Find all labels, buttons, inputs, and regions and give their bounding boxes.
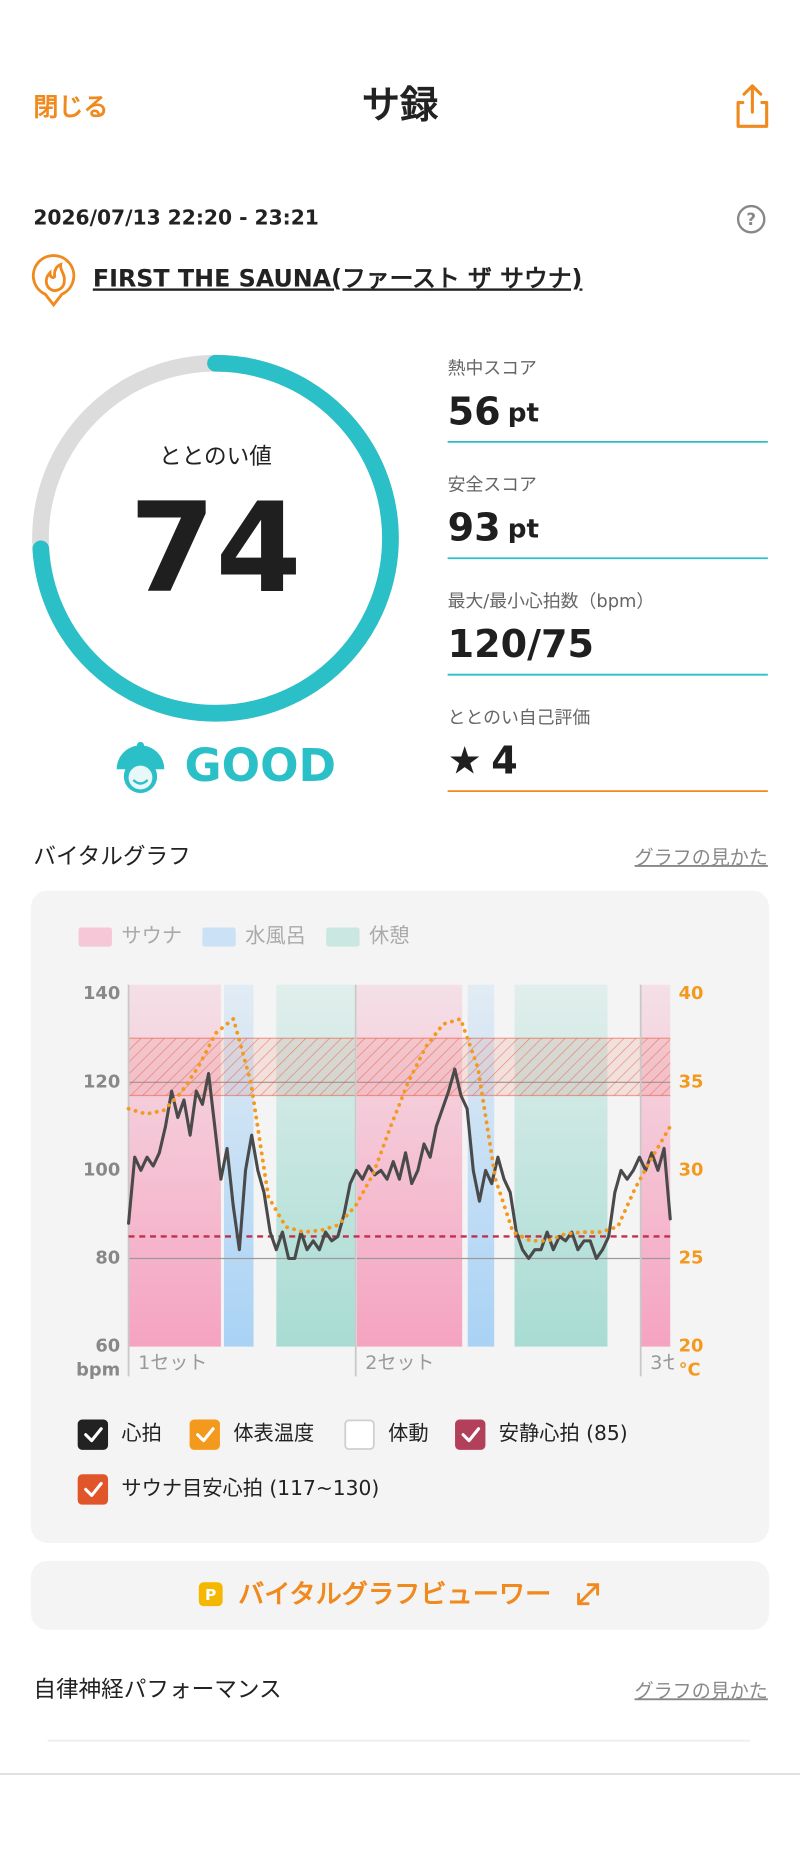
metric-unit: pt (508, 398, 539, 428)
share-button[interactable] (736, 84, 769, 128)
set-label: 1セット (138, 1352, 207, 1374)
premium-badge: P (205, 1586, 216, 1604)
metric-label: ととのい自己評価 (448, 708, 591, 729)
rating-icon (116, 741, 165, 794)
metric-icon: ★ (448, 738, 482, 782)
metric-value-number: 56 (448, 389, 501, 433)
metric-label: 最大/最小心拍数（bpm） (448, 591, 655, 612)
help-button[interactable]: ? (736, 204, 766, 234)
set-label: 2セット (365, 1352, 434, 1374)
viewer-label: バイタルグラフビューワー (238, 1580, 551, 1610)
legend-checkbox[interactable] (344, 1419, 375, 1450)
checkmark (84, 1427, 103, 1443)
y-unit: bpm (76, 1359, 120, 1380)
y-tick-label: 60 (95, 1336, 120, 1357)
metric-value-number: 120/75 (448, 622, 594, 666)
metric-value: ★ 4 (448, 738, 518, 782)
metric-value: 120/75 (448, 622, 594, 666)
zone-legend-swatch (78, 927, 112, 947)
section-title: 自律神経パフォーマンス (33, 1677, 281, 1703)
zone-legend-swatch (326, 927, 360, 947)
page-title: サ録 (362, 83, 439, 127)
target-band-hatch (128, 1038, 671, 1096)
y2-tick-label: 40 (679, 983, 704, 1004)
y-tick-label: 100 (83, 1159, 120, 1180)
metric-unit: pt (508, 514, 539, 544)
metric-label: 安全スコア (448, 475, 537, 496)
help-link[interactable]: グラフの見かた (635, 1680, 768, 1702)
facility-icon (31, 254, 76, 308)
zone-legend-label: サウナ (121, 924, 182, 948)
score-value: 74 (129, 477, 301, 621)
section-title: バイタルグラフ (33, 844, 190, 870)
facility-link[interactable]: FIRST THE SAUNA(ファースト ザ サウナ) (93, 264, 583, 292)
legend-label: 体表温度 (233, 1421, 314, 1445)
metric-value-number: 4 (491, 738, 517, 782)
score-rating: GOOD (185, 739, 337, 792)
legend-checkbox[interactable] (189, 1419, 220, 1450)
heart-rate-line (127, 1067, 672, 1261)
help-link[interactable]: グラフの見かた (635, 847, 768, 869)
temperature-line (126, 1016, 673, 1243)
y2-tick-label: 30 (679, 1159, 704, 1180)
zone-legend-swatch (202, 927, 236, 947)
metric-value-number: 93 (448, 505, 501, 549)
close-button[interactable]: 閉じる (33, 93, 108, 122)
zone-legend-label: 水風呂 (245, 924, 306, 948)
y-tick-label: 120 (83, 1071, 120, 1092)
y-tick-label: 80 (95, 1248, 120, 1269)
zone-legend-label: 休憩 (369, 924, 409, 948)
checkmark (461, 1427, 481, 1443)
gauge-arc (32, 354, 399, 722)
metric-value: 56 pt (448, 389, 539, 433)
metric-label: 熱中スコア (448, 358, 537, 379)
y2-tick-label: 20 (679, 1336, 704, 1357)
legend-label: 体動 (388, 1421, 428, 1445)
checkmark (196, 1427, 215, 1443)
legend-checkbox[interactable] (77, 1419, 109, 1450)
set-label: 3セット (650, 1352, 719, 1374)
y-tick-label: 140 (83, 983, 120, 1004)
metric-value: 93 pt (448, 505, 539, 549)
checkmark (84, 1481, 103, 1497)
y2-unit: °C (679, 1359, 701, 1380)
legend-checkbox[interactable] (455, 1419, 486, 1450)
y2-tick-label: 25 (679, 1248, 704, 1269)
viewer-button[interactable]: P バイタルグラフビューワー (30, 1560, 770, 1630)
legend-label: 安静心拍 (85) (499, 1421, 628, 1445)
session-datetime: 2026/07/13 22:20 - 23:21 (33, 206, 319, 230)
legend-label: サウナ目安心拍 (117~130) (121, 1476, 379, 1500)
legend-checkbox[interactable] (77, 1474, 109, 1505)
svg-text:?: ? (746, 210, 756, 229)
legend-label: 心拍 (121, 1421, 161, 1445)
y2-tick-label: 35 (679, 1071, 704, 1092)
score-label: ととのい値 (159, 444, 272, 470)
